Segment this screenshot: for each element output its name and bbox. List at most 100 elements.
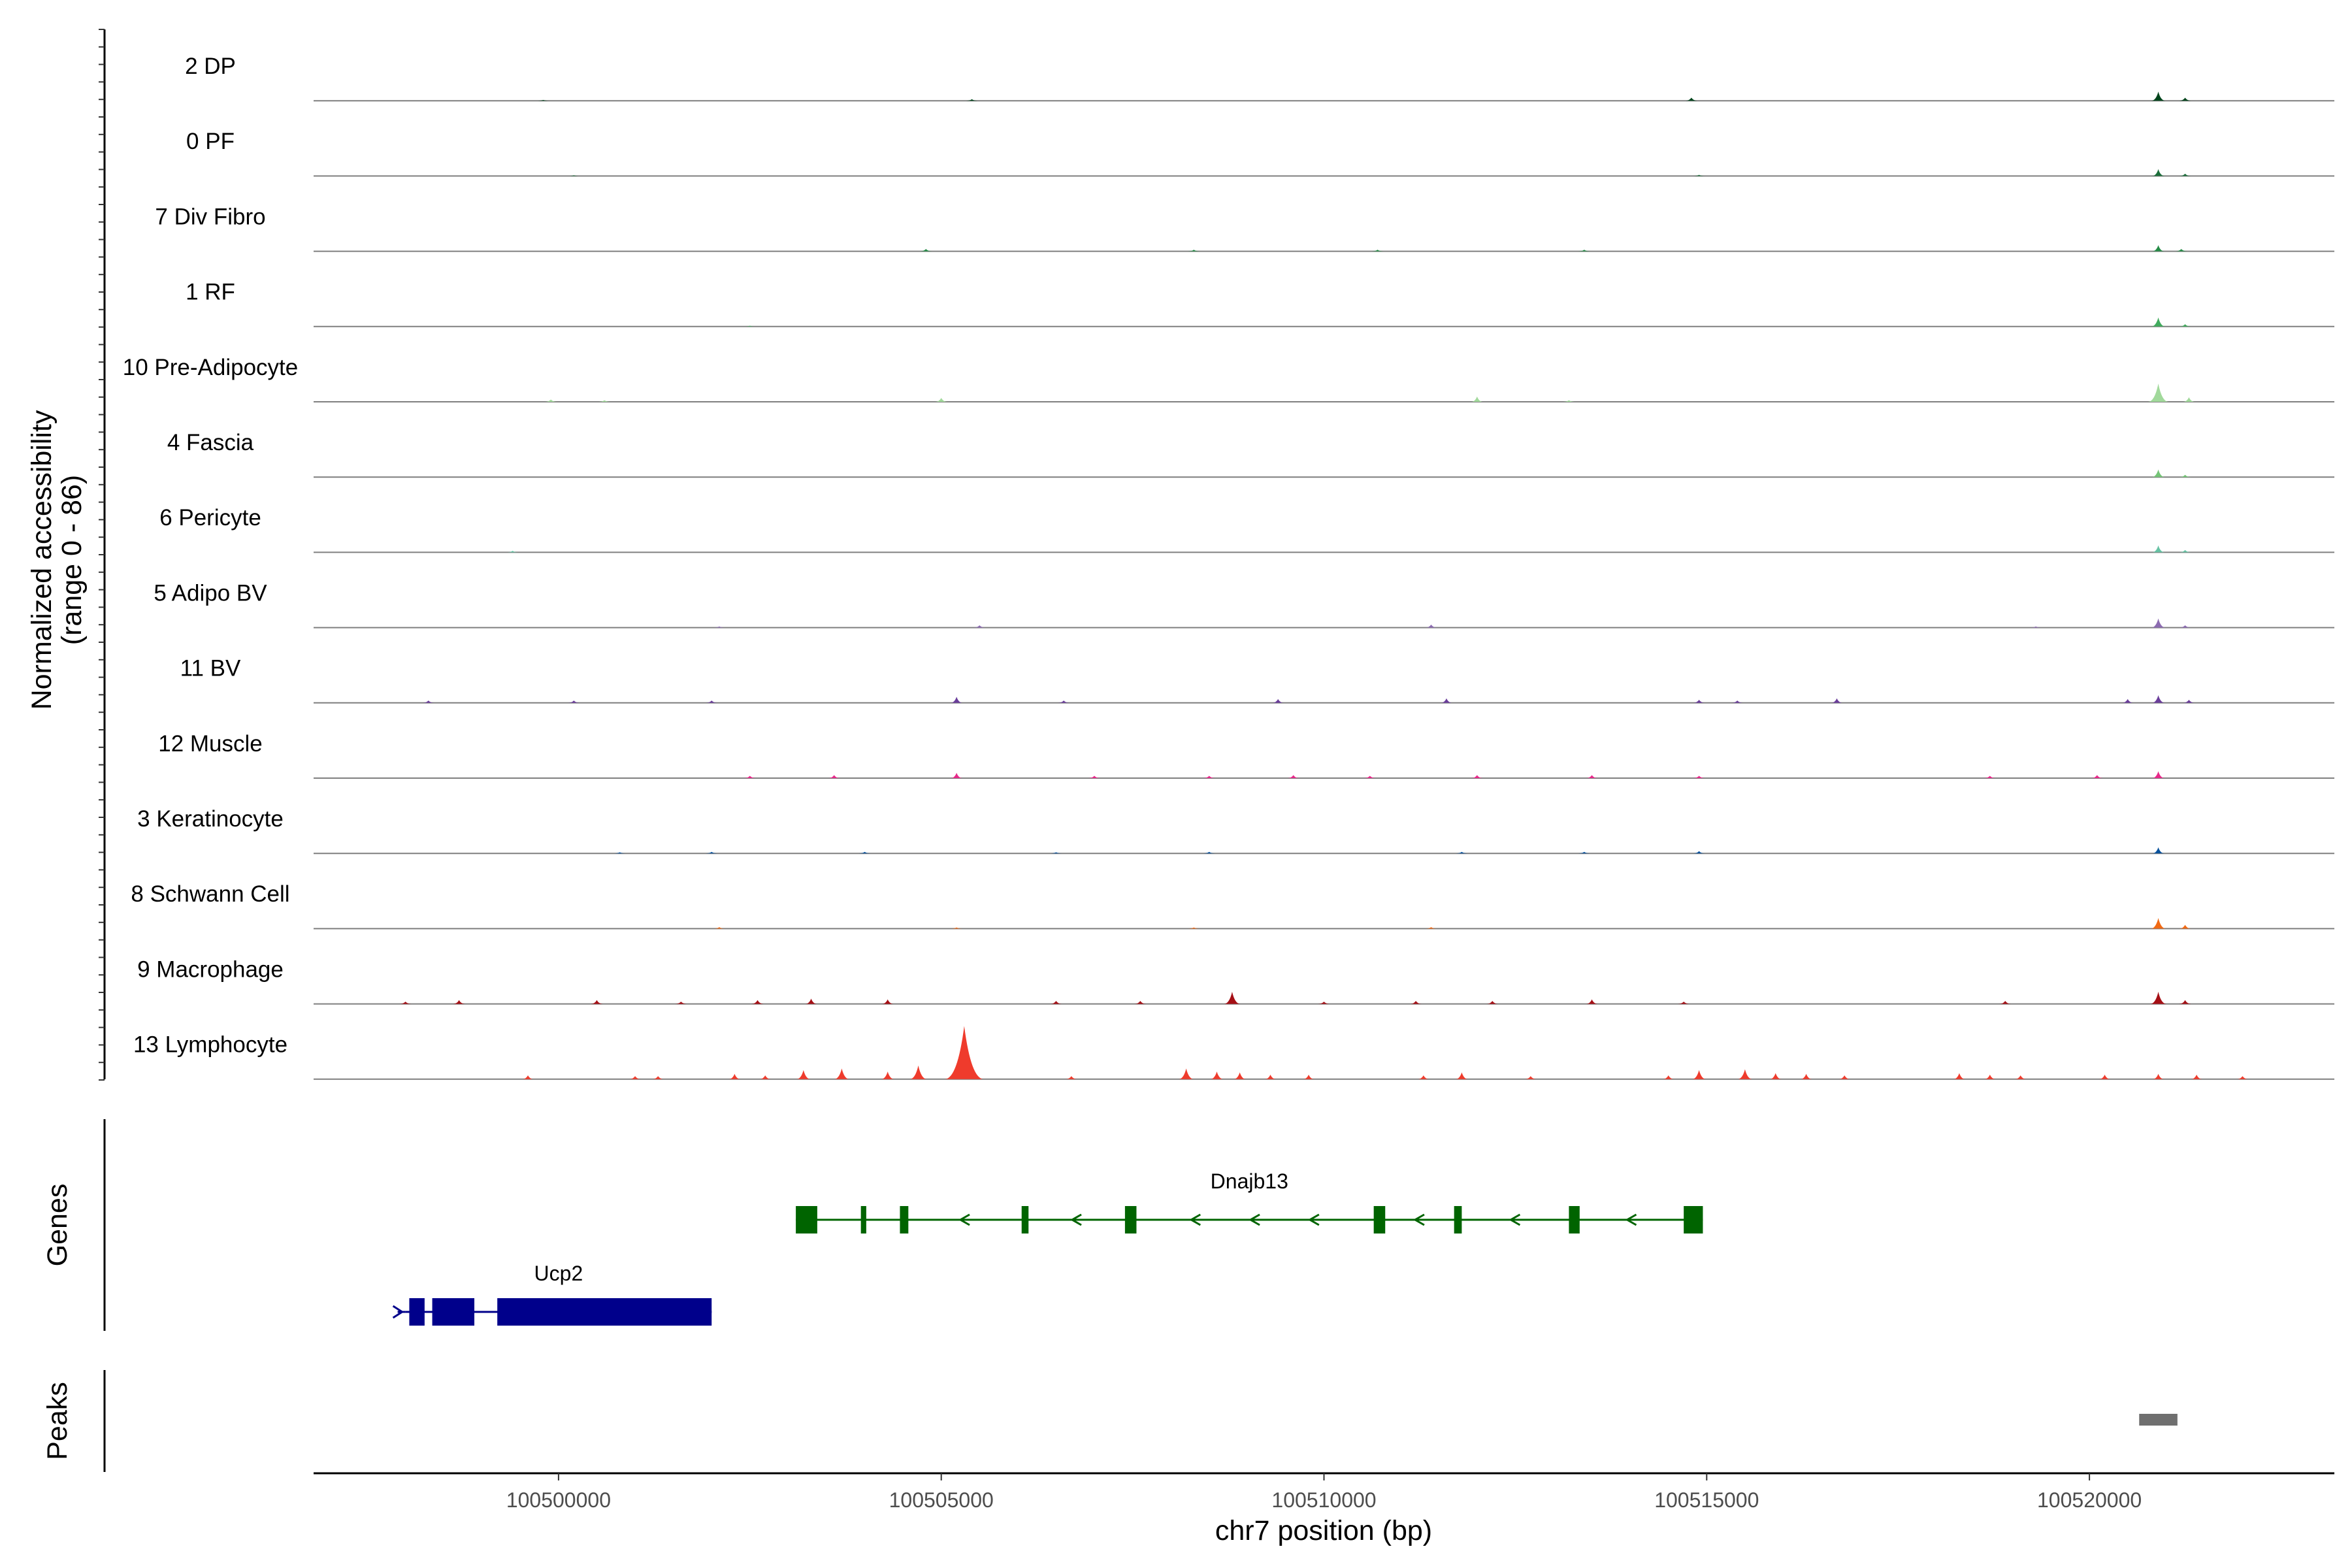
coverage-peak: [1737, 1069, 1753, 1079]
coverage-peak: [2030, 626, 2042, 628]
coverage-peak: [2151, 169, 2165, 176]
track-12-muscle: 12 Muscle: [158, 731, 2334, 779]
coverage-peak: [568, 175, 580, 176]
coverage-peak: [399, 1002, 412, 1004]
strand-arrow: [1070, 1213, 1082, 1226]
coverage-peak: [2150, 918, 2166, 929]
track-0-pf: 0 PF: [186, 129, 2334, 177]
exon: [432, 1298, 475, 1326]
x-tick-label: 100505000: [889, 1488, 994, 1512]
strand-arrow: [1189, 1213, 1201, 1226]
coverage-peak: [951, 772, 963, 778]
coverage-tracks: 2 DP 0 PF 7 Div Fibro 1 RF 10 Pre-Adipocyte 4…: [123, 54, 2334, 1080]
coverage-peak: [1471, 775, 1483, 778]
gene-label: Dnajb13: [1211, 1169, 1288, 1193]
coverage-peak: [1578, 851, 1590, 854]
coverage-peak: [1999, 1000, 2012, 1004]
coverage-peak: [2179, 1000, 2191, 1004]
coverage-peak: [2179, 173, 2191, 176]
coverage-peak: [1058, 700, 1070, 703]
track-label: 2 DP: [185, 54, 236, 79]
coverage-peak: [713, 927, 725, 929]
coverage-peak: [2152, 847, 2164, 854]
coverage-peak: [1685, 97, 1697, 101]
coverage-peak: [1984, 1074, 1996, 1079]
coverage-peak: [944, 1026, 984, 1079]
coverage-peak: [2183, 700, 2195, 703]
coverage-peak: [1425, 927, 1437, 929]
coverage-peak: [2014, 1075, 2027, 1079]
y-axis-ticks: [99, 29, 105, 1081]
coverage-peak: [2179, 549, 2191, 553]
peaks-track-label: Peaks: [42, 1382, 73, 1460]
coverage-peak: [1953, 1073, 1966, 1079]
coverage-peak: [1134, 1000, 1147, 1004]
exon: [860, 1206, 866, 1233]
coverage-peak: [728, 1073, 741, 1079]
coverage-peak: [805, 998, 817, 1004]
coverage-peak: [1693, 700, 1705, 703]
track-13-lymphocyte: 13 Lymphocyte: [133, 1026, 2334, 1080]
coverage-peak: [881, 999, 894, 1004]
coverage-peak: [1050, 852, 1062, 854]
coverage-peak: [1731, 700, 1744, 703]
track-label: 8 Schwann Cell: [131, 881, 289, 907]
gene-annotations: Dnajb13 Ucp2: [392, 1169, 1703, 1326]
track-label: 3 Keratinocyte: [137, 806, 284, 832]
coverage-peak: [706, 700, 718, 703]
coverage-peak: [1831, 698, 1843, 703]
coverage-peak: [1065, 1076, 1077, 1079]
coverage-peak: [1693, 851, 1705, 854]
coverage-peak: [950, 696, 963, 703]
y-axis-title: Normalized accessibility: [26, 410, 57, 710]
strand-arrow: [1307, 1213, 1320, 1226]
track-label: 5 Adipo BV: [154, 580, 267, 606]
coverage-peak: [613, 852, 626, 854]
coverage-peak: [1578, 250, 1590, 252]
coverage-peak: [743, 325, 756, 327]
coverage-peak: [1678, 1002, 1690, 1004]
coverage-peak: [537, 100, 549, 101]
coverage-peak: [796, 1070, 811, 1079]
coverage-peak: [881, 1071, 894, 1079]
track-3-keratinocyte: 3 Keratinocyte: [137, 806, 2334, 855]
coverage-peak: [751, 1000, 764, 1004]
coverage-peak: [2151, 317, 2166, 327]
exon: [497, 1298, 712, 1326]
coverage-peak: [1178, 1068, 1194, 1079]
coverage-peak: [1233, 1072, 1247, 1079]
coverage-peak: [858, 851, 871, 854]
exon: [1569, 1206, 1580, 1233]
coverage-peak: [2151, 771, 2165, 778]
x-tick-label: 100500000: [506, 1488, 611, 1512]
coverage-peak: [2151, 469, 2165, 478]
track-label: 13 Lymphocyte: [133, 1032, 287, 1058]
coverage-peak: [2091, 775, 2103, 778]
track-label: 9 Macrophage: [137, 956, 284, 982]
coverage-peak: [1456, 851, 1468, 854]
coverage-peak: [652, 1076, 664, 1079]
coverage-peak: [1693, 776, 1705, 778]
coverage-peak: [506, 551, 519, 553]
coverage-peak: [2151, 91, 2166, 101]
exon: [900, 1206, 909, 1233]
coverage-peak: [743, 776, 756, 778]
track-label: 0 PF: [186, 129, 235, 154]
strand-arrow: [958, 1213, 970, 1226]
x-axis-title: chr7 position (bp): [1215, 1515, 1432, 1546]
coverage-peak: [2183, 397, 2195, 402]
coverage-peak: [1425, 624, 1437, 628]
coverage-peak: [1769, 1073, 1782, 1079]
coverage-peak: [1563, 400, 1575, 402]
coverage-peak: [1838, 1075, 1851, 1079]
coverage-peak: [598, 400, 611, 402]
coverage-peak: [2179, 625, 2191, 628]
coverage-peak: [2099, 1074, 2111, 1079]
coverage-peak: [1364, 776, 1376, 778]
coverage-peak: [1586, 999, 1598, 1004]
coverage-peak: [1264, 1074, 1277, 1079]
track-10-pre-adipocyte: 10 Pre-Adipocyte: [123, 355, 2334, 402]
coverage-peak: [759, 1075, 772, 1079]
coverage-peak: [966, 99, 978, 101]
